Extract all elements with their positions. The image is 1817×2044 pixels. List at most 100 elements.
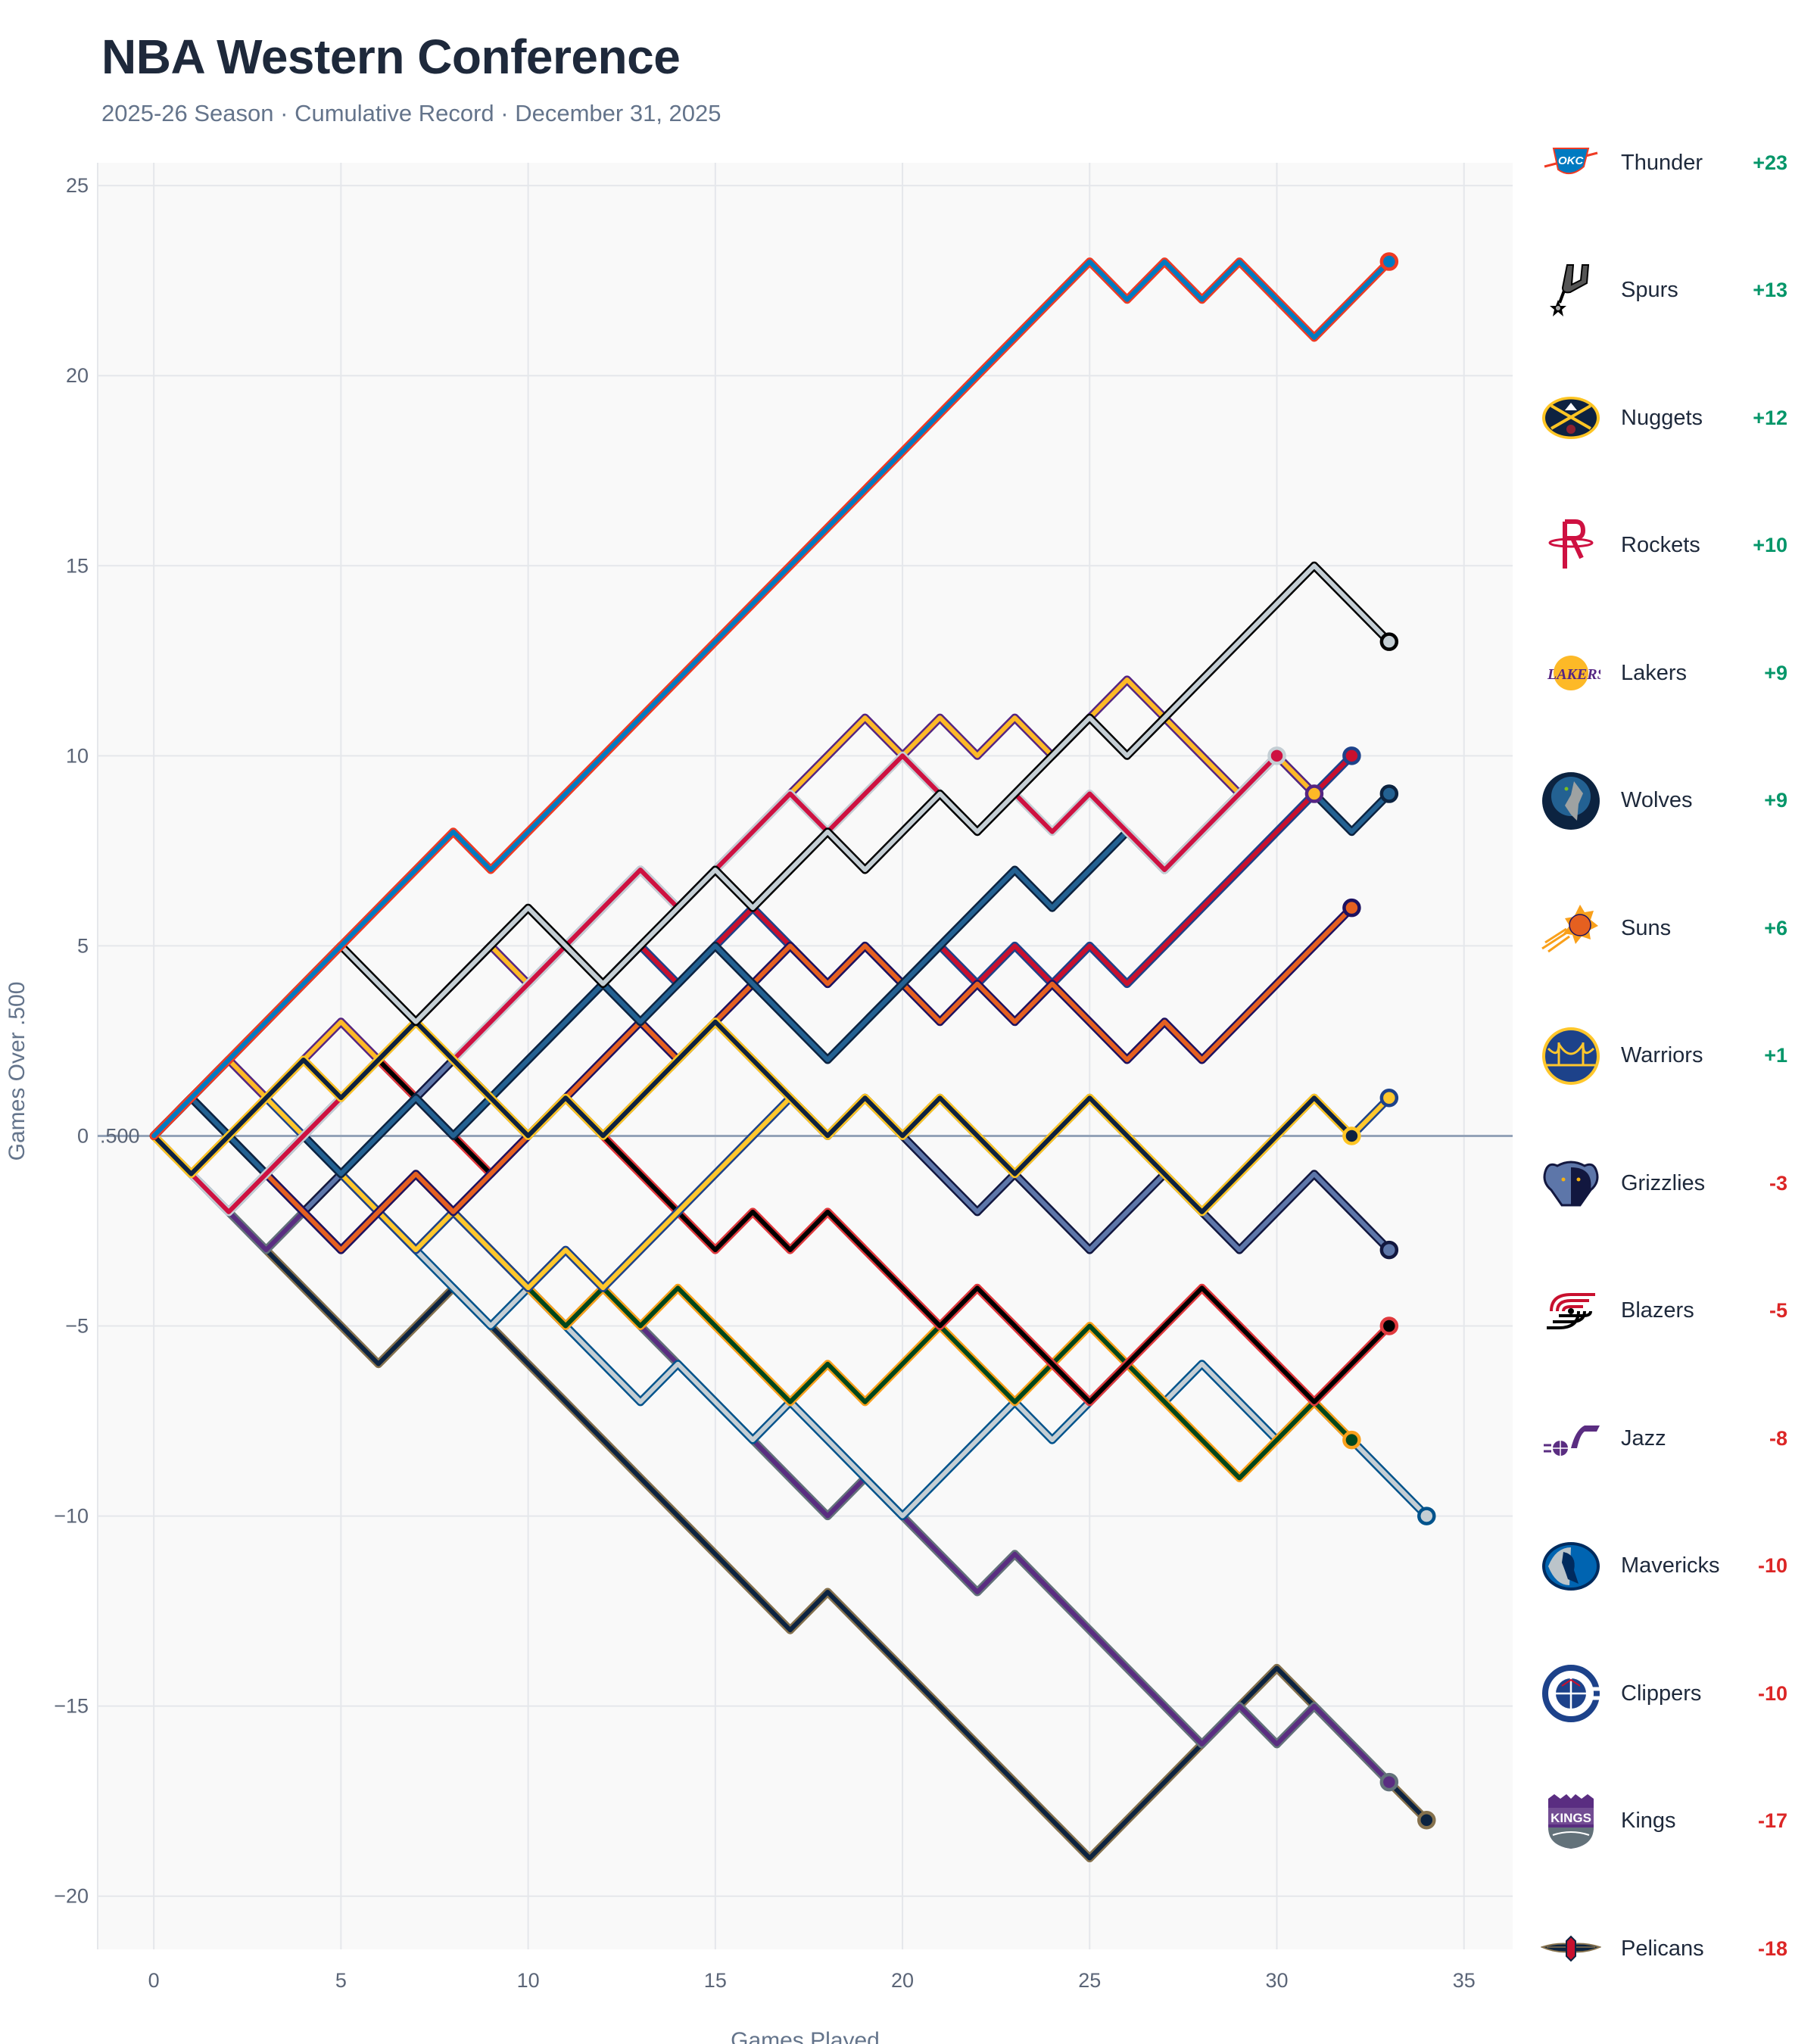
legend-team-name: Suns <box>1621 915 1672 940</box>
legend-item-grizzlies[interactable]: Grizzlies -3 <box>1541 1149 1813 1217</box>
legend-item-pelicans[interactable]: Pelicans -18 <box>1541 1915 1813 1983</box>
y-tick-label: −20 <box>54 1885 89 1908</box>
svg-text:KINGS: KINGS <box>1551 1811 1591 1825</box>
endpoint-pelicans[interactable] <box>1417 1811 1436 1830</box>
endpoint-rockets[interactable] <box>1267 746 1286 765</box>
endpoint-wolves[interactable] <box>1379 784 1399 803</box>
nuggets-logo-icon <box>1541 388 1601 448</box>
legend-games-over-500: +23 <box>1753 151 1787 174</box>
legend-item-spurs[interactable]: Spurs +13 <box>1541 257 1813 325</box>
legend-item-wolves[interactable]: Wolves +9 <box>1541 767 1813 835</box>
x-tick-label: 10 <box>517 1969 540 1992</box>
legend-games-over-500: -3 <box>1769 1171 1787 1195</box>
y-axis-ticks: −20 −15 −10 −5 5 10 15 20 25 0 <box>54 174 89 1908</box>
legend-games-over-500: +12 <box>1753 406 1787 429</box>
series-thunder <box>149 257 1394 1140</box>
endpoint-suns[interactable] <box>1342 898 1361 918</box>
svg-text:OKC: OKC <box>1558 154 1585 167</box>
endpoint-nuggets[interactable] <box>1342 1126 1361 1145</box>
legend-team-name: Thunder <box>1621 150 1703 175</box>
endpoint-kings[interactable] <box>1379 1772 1399 1792</box>
chart-title: NBA Western Conference <box>101 30 681 84</box>
legend-games-over-500: -18 <box>1757 1937 1787 1960</box>
chart-subtitle: 2025-26 Season · Cumulative Record · Dec… <box>101 100 722 126</box>
series-spurs <box>149 561 1394 1140</box>
legend-team-name: Pelicans <box>1621 1936 1704 1961</box>
pelicans-logo-icon <box>1541 1918 1601 1979</box>
legend-games-over-500: -10 <box>1757 1554 1787 1577</box>
x-tick-label: 35 <box>1453 1969 1476 1992</box>
legend-team-name: Warriors <box>1621 1043 1703 1067</box>
endpoint-clippers[interactable] <box>1342 746 1361 765</box>
legend-games-over-500: -5 <box>1769 1299 1787 1322</box>
thunder-logo-icon: OKC <box>1541 132 1601 193</box>
series-spurs-line <box>151 563 1392 1139</box>
warriors-logo-icon <box>1541 1026 1601 1086</box>
y-tick-label: 0 <box>77 1124 89 1147</box>
legend-item-thunder[interactable]: OKC Thunder +23 <box>1541 129 1813 197</box>
y-tick-label: −10 <box>54 1505 89 1528</box>
y-tick-label: 25 <box>66 174 89 197</box>
legend-games-over-500: -10 <box>1757 1681 1787 1705</box>
y-axis-title: Games Over .500 <box>5 982 30 1161</box>
endpoint-mavericks[interactable] <box>1417 1507 1436 1525</box>
svg-text:LAKERS: LAKERS <box>1547 666 1600 683</box>
legend-team-name: Spurs <box>1621 278 1678 302</box>
rockets-logo-icon <box>1541 516 1601 576</box>
y-tick-label: −15 <box>54 1695 89 1718</box>
mavericks-logo-icon <box>1541 1536 1601 1597</box>
legend-games-over-500: +10 <box>1753 534 1787 556</box>
legend-games-over-500: +13 <box>1753 279 1787 301</box>
endpoint-thunder[interactable] <box>1379 252 1399 271</box>
endpoint-jazz[interactable] <box>1342 1430 1361 1450</box>
grizzlies-logo-icon <box>1541 1153 1601 1214</box>
wolves-logo-icon <box>1541 771 1601 831</box>
legend-item-clippers[interactable]: Clippers -10 <box>1541 1659 1813 1728</box>
legend-item-jazz[interactable]: Jazz -8 <box>1541 1404 1813 1472</box>
legend-item-blazers[interactable]: Blazers -5 <box>1541 1277 1813 1345</box>
legend-item-kings[interactable]: KINGS Kings -17 <box>1541 1787 1813 1855</box>
y-tick-label: 15 <box>66 554 89 577</box>
endpoint-warriors[interactable] <box>1379 1088 1399 1108</box>
series-thunder-line <box>151 259 1392 1139</box>
endpoint-lakers[interactable] <box>1304 784 1324 803</box>
series-endpoints <box>1267 252 1436 1830</box>
legend-item-nuggets[interactable]: Nuggets +12 <box>1541 384 1813 452</box>
x-axis-ticks: 0 5 10 15 20 25 30 35 <box>148 1969 1476 1992</box>
legend-games-over-500: +6 <box>1764 916 1787 939</box>
legend-team-name: Jazz <box>1621 1426 1666 1450</box>
legend-team-name: Lakers <box>1621 660 1688 685</box>
x-tick-label: 20 <box>891 1969 914 1992</box>
suns-logo-icon <box>1541 898 1601 958</box>
legend-games-over-500: -8 <box>1769 1426 1787 1450</box>
endpoint-blazers[interactable] <box>1379 1316 1399 1335</box>
legend-item-mavericks[interactable]: Mavericks -10 <box>1541 1532 1813 1600</box>
spurs-logo-icon <box>1541 260 1601 321</box>
legend-team-name: Clippers <box>1621 1681 1702 1706</box>
legend-item-warriors[interactable]: Warriors +1 <box>1541 1022 1813 1090</box>
x-tick-label: 5 <box>335 1969 347 1992</box>
y-tick-label: 10 <box>66 744 89 767</box>
y-tick-label: 5 <box>77 934 89 957</box>
zero-reference-label: .500 <box>100 1124 140 1147</box>
y-tick-label: 20 <box>66 364 89 387</box>
legend-item-suns[interactable]: Suns +6 <box>1541 894 1813 962</box>
x-tick-label: 25 <box>1078 1969 1101 1992</box>
x-tick-label: 15 <box>704 1969 727 1992</box>
legend-team-name: Grizzlies <box>1621 1170 1706 1195</box>
series-nuggets <box>149 1017 1356 1217</box>
jazz-logo-icon <box>1541 1408 1601 1469</box>
legend-team-name: Wolves <box>1621 788 1693 812</box>
x-tick-label: 30 <box>1265 1969 1288 1992</box>
endpoint-grizzlies[interactable] <box>1379 1240 1399 1260</box>
legend-team-name: Nuggets <box>1621 405 1703 430</box>
legend-games-over-500: +9 <box>1764 789 1787 812</box>
endpoint-spurs[interactable] <box>1379 632 1399 651</box>
x-tick-label: 0 <box>148 1969 160 1992</box>
x-axis-title: Games Played <box>731 2028 880 2044</box>
legend-games-over-500: +9 <box>1764 661 1787 684</box>
legend-item-rockets[interactable]: Rockets +10 <box>1541 512 1813 580</box>
legend-item-lakers[interactable]: LAKERS Lakers +9 <box>1541 639 1813 707</box>
legend-team-name: Mavericks <box>1621 1553 1720 1578</box>
